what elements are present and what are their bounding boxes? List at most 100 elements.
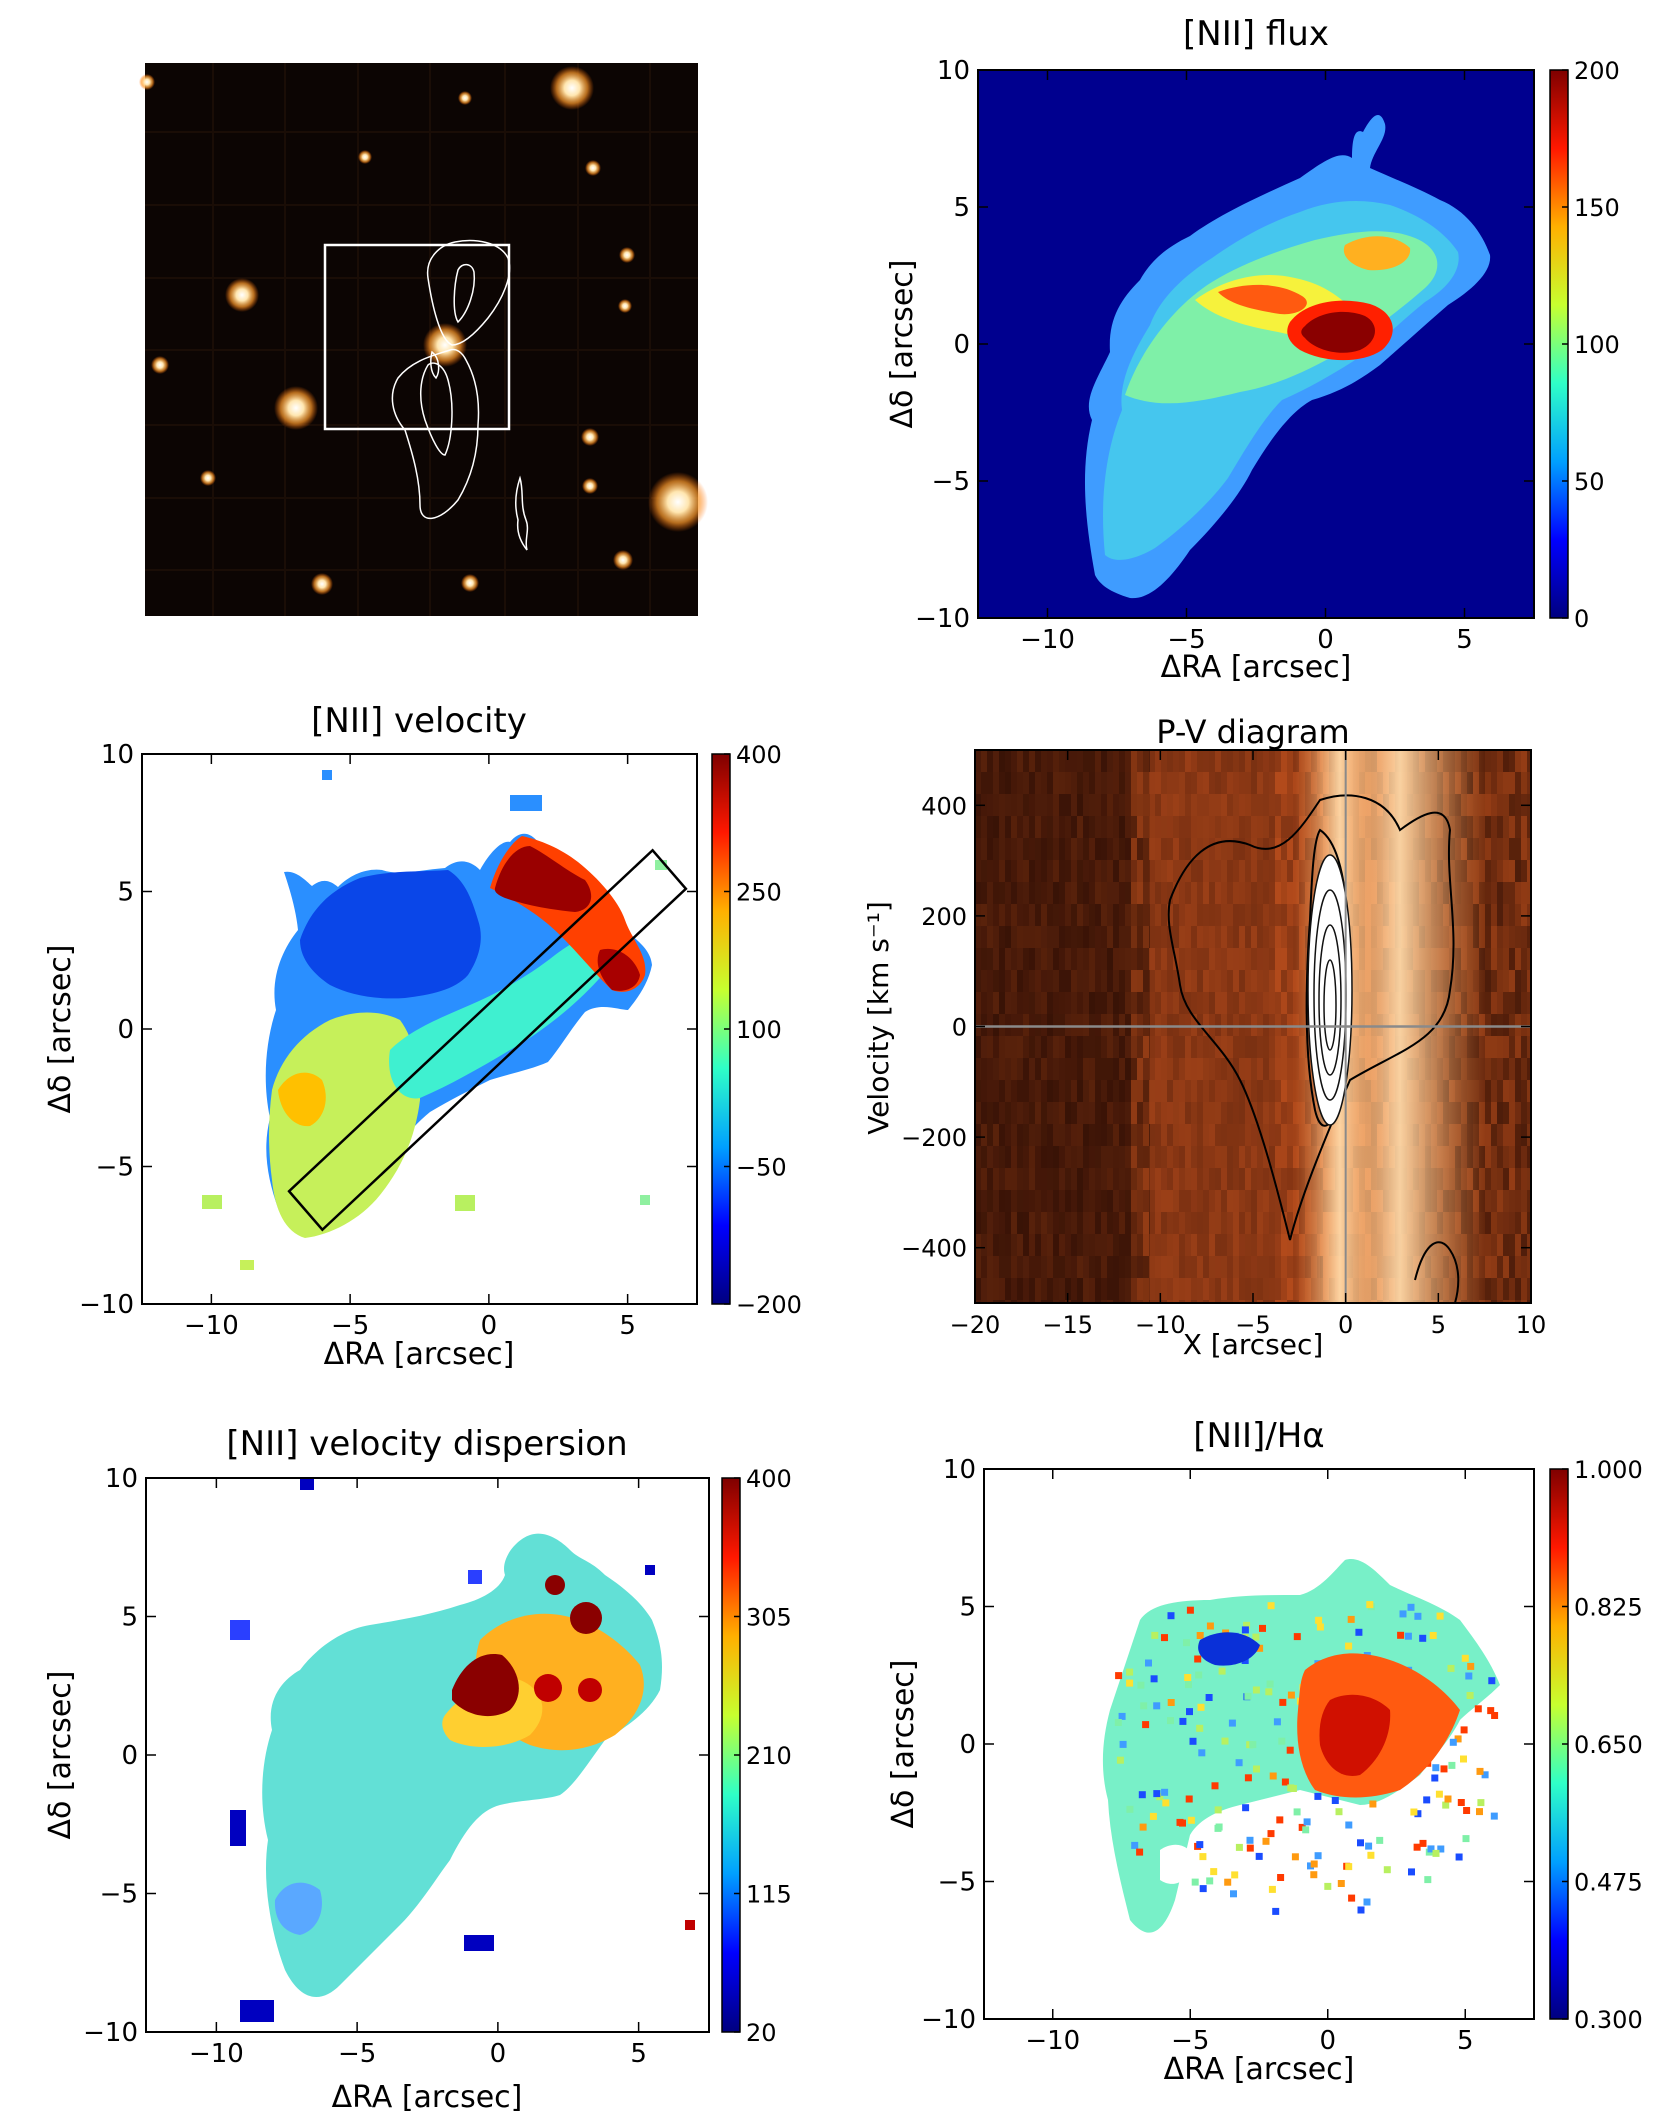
pv-pixel bbox=[1041, 794, 1047, 816]
pv-pixel bbox=[1131, 860, 1137, 882]
star bbox=[358, 150, 372, 164]
y-tick-label: 10 bbox=[943, 1455, 976, 1485]
pv-pixel bbox=[1005, 838, 1011, 860]
star bbox=[274, 386, 318, 430]
pv-pixel bbox=[1515, 860, 1521, 882]
pv-pixel bbox=[1137, 860, 1143, 882]
pv-pixel bbox=[999, 794, 1005, 816]
ratio-pixel bbox=[1221, 1737, 1229, 1745]
pv-pixel bbox=[1515, 838, 1521, 860]
pv-pixel bbox=[1089, 816, 1095, 838]
pv-pixel bbox=[1107, 1168, 1113, 1190]
pv-pixel bbox=[1107, 1080, 1113, 1102]
ratio-pixel bbox=[1235, 1759, 1243, 1767]
optical-image-background bbox=[145, 63, 698, 616]
pv-pixel bbox=[1509, 926, 1515, 948]
pv-pixel bbox=[981, 926, 987, 948]
pv-pixel bbox=[1515, 794, 1521, 816]
ratio-noise-pixels bbox=[1114, 1601, 1499, 1915]
pv-pixel bbox=[1035, 904, 1041, 926]
pv-pixel bbox=[999, 904, 1005, 926]
pv-pixel bbox=[1065, 970, 1071, 992]
pv-pixel bbox=[1101, 1058, 1107, 1080]
pv-pixel bbox=[1083, 904, 1089, 926]
pv-pixel bbox=[1527, 1212, 1531, 1234]
pv-pixel bbox=[1071, 1058, 1077, 1080]
pv-pixel bbox=[1491, 1080, 1497, 1102]
pv-pixel bbox=[1509, 992, 1515, 1014]
pv-pixel bbox=[1017, 1256, 1023, 1278]
pv-pixel bbox=[1047, 772, 1053, 794]
pv-pixel bbox=[1083, 750, 1089, 772]
pv-pixel bbox=[1497, 1190, 1503, 1212]
pv-pixel bbox=[1053, 1234, 1059, 1256]
pv-pixel bbox=[1101, 1190, 1107, 1212]
pv-pixel bbox=[1029, 1190, 1035, 1212]
pv-pixel bbox=[1503, 1168, 1509, 1190]
pv-pixel bbox=[1089, 1124, 1095, 1146]
pv-pixel bbox=[987, 882, 993, 904]
ratio-pixel bbox=[1278, 1737, 1286, 1745]
pv-pixel bbox=[1101, 1014, 1107, 1036]
ratio-pixel bbox=[1199, 1885, 1207, 1893]
pv-pixel bbox=[1011, 838, 1017, 860]
pv-pixel bbox=[1119, 1124, 1125, 1146]
pv-pixel bbox=[975, 1102, 981, 1124]
pv-pixel bbox=[1089, 750, 1095, 772]
axes: −10 −5 0 5 −10 −5 0 5 10 bbox=[79, 740, 697, 1341]
ratio-pixel bbox=[1460, 1755, 1467, 1763]
pv-pixel bbox=[1491, 1124, 1497, 1146]
pv-pixel bbox=[1125, 1256, 1131, 1278]
pv-pixel bbox=[1137, 1278, 1143, 1300]
pv-pixel bbox=[1029, 1300, 1035, 1303]
pv-pixel bbox=[1077, 772, 1083, 794]
pv-pixel bbox=[1119, 750, 1125, 772]
pv-pixel bbox=[1053, 1190, 1059, 1212]
pv-pixel bbox=[1095, 1124, 1101, 1146]
pv-pixel bbox=[981, 1080, 987, 1102]
dispersion-peak bbox=[578, 1678, 602, 1702]
pv-pixel bbox=[1491, 1256, 1497, 1278]
pv-pixel bbox=[1059, 882, 1065, 904]
pv-pixel bbox=[1071, 750, 1077, 772]
pv-pixel bbox=[975, 1300, 981, 1303]
pv-pixel bbox=[1059, 1014, 1065, 1036]
pv-pixel bbox=[981, 838, 987, 860]
star bbox=[619, 247, 635, 263]
pv-pixel bbox=[1023, 970, 1029, 992]
pv-pixel bbox=[1113, 1058, 1119, 1080]
pv-pixel bbox=[1095, 838, 1101, 860]
pv-pixel bbox=[1491, 882, 1497, 904]
pv-pixel bbox=[1521, 1256, 1527, 1278]
ratio-pixel bbox=[1243, 1621, 1251, 1629]
pv-pixel bbox=[1527, 1080, 1531, 1102]
ratio-pixel bbox=[1196, 1632, 1204, 1639]
pv-pixel bbox=[1107, 926, 1113, 948]
pv-pixel bbox=[1077, 816, 1083, 838]
pv-pixel bbox=[1065, 1278, 1071, 1300]
pv-pixel bbox=[1113, 1168, 1119, 1190]
y-tick-label: −5 bbox=[100, 1880, 138, 1910]
pv-pixel bbox=[1521, 1080, 1527, 1102]
pv-pixel bbox=[1497, 1278, 1503, 1300]
pv-pixel bbox=[1485, 1124, 1491, 1146]
ratio-pixel bbox=[1286, 1746, 1294, 1754]
pv-pixel bbox=[1119, 992, 1125, 1014]
pv-pixel bbox=[1005, 882, 1011, 904]
ratio-pixel bbox=[1241, 1626, 1249, 1634]
colorbar-tick-label: 0 bbox=[1574, 605, 1589, 633]
pv-pixel bbox=[1065, 772, 1071, 794]
pv-pixel bbox=[1521, 1212, 1527, 1234]
pv-pixel bbox=[1503, 1278, 1509, 1300]
colorbar-tick-label: −50 bbox=[736, 1154, 787, 1182]
pv-pixel bbox=[1029, 1080, 1035, 1102]
ratio-pixel bbox=[1474, 1705, 1482, 1713]
pv-pixel bbox=[987, 1146, 993, 1168]
dispersion-pixel bbox=[240, 2000, 274, 2022]
ratio-pixel bbox=[1399, 1610, 1407, 1618]
pv-map bbox=[975, 750, 1531, 1303]
y-tick-label: 5 bbox=[117, 878, 134, 908]
pv-pixel bbox=[1491, 1146, 1497, 1168]
pv-pixel bbox=[1509, 1146, 1515, 1168]
pv-pixel bbox=[981, 816, 987, 838]
